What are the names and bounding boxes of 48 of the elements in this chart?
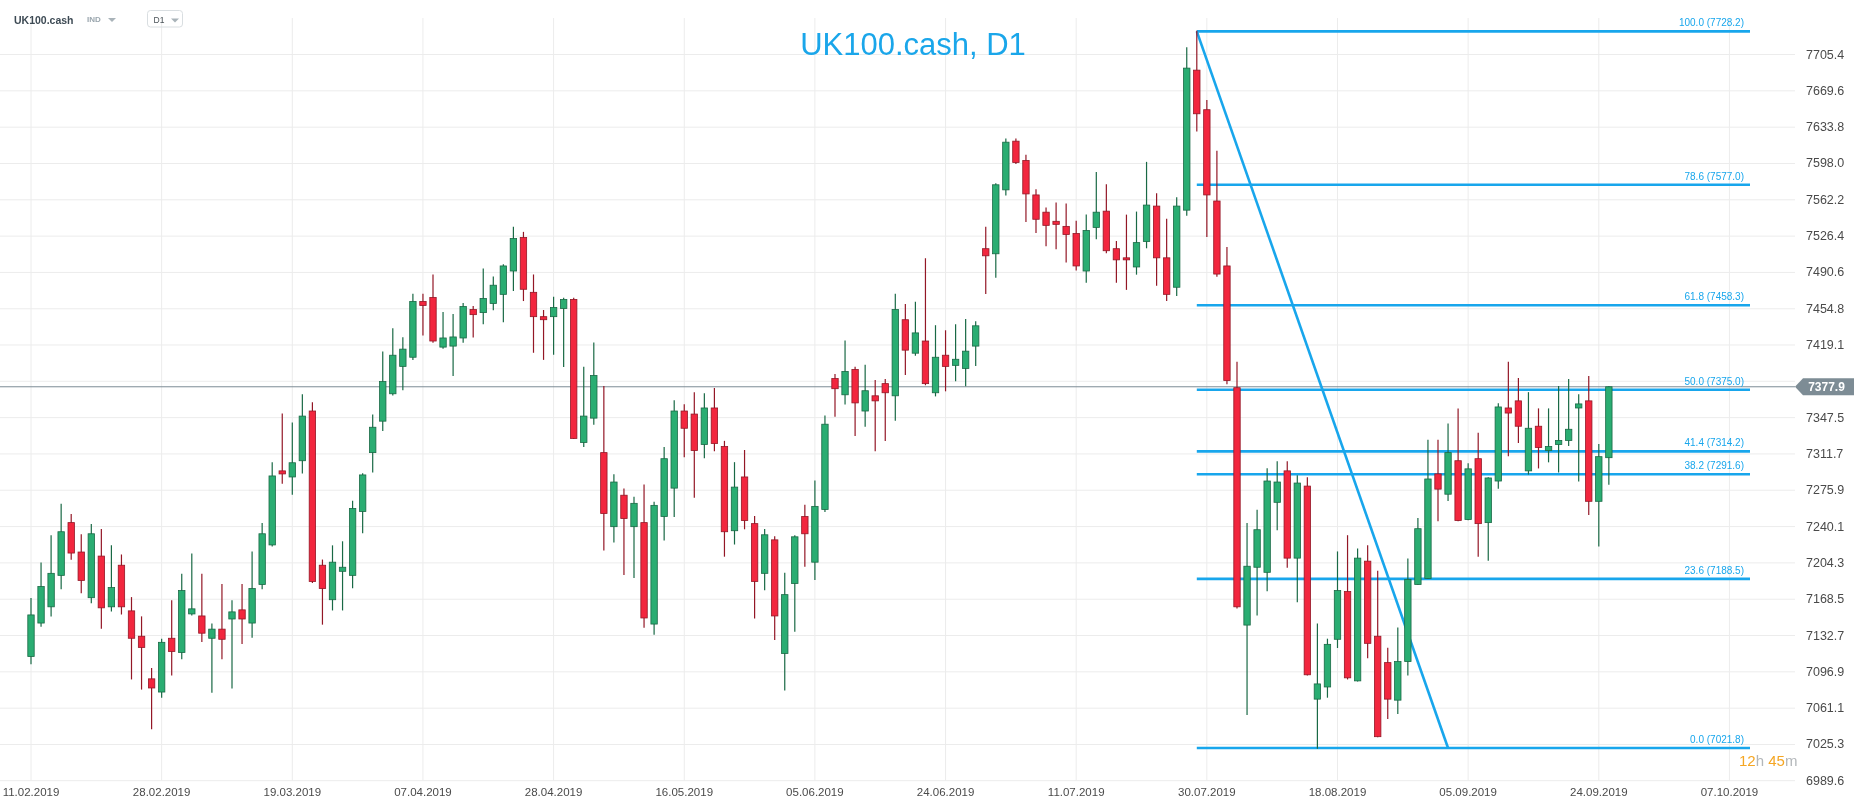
annotation: UK100.cash [14,14,74,26]
y-tick-label: 7347.5 [1806,410,1845,425]
y-tick-label: 6989.6 [1806,773,1845,788]
x-tick-label: 18.08.2019 [1308,786,1367,798]
y-tick-label: 7598.0 [1806,156,1845,171]
y-tick-label: 7669.6 [1806,83,1845,98]
x-tick-label: 19.03.2019 [263,786,322,798]
annotation: D1 [153,14,165,25]
x-tick-label: 05.06.2019 [786,786,844,798]
x-tick-label: 11.07.2019 [1047,786,1105,798]
y-tick-label: 7061.1 [1806,701,1845,716]
ref-line-label: 0.0 (7021.8) [1690,734,1744,746]
ref-line-label: 100.0 (7728.2) [1678,17,1744,29]
ref-line-label: 78.6 (7577.0) [1684,170,1744,182]
y-tick-label: 7526.4 [1806,229,1845,244]
x-tick-label: 07.10.2019 [1700,786,1759,798]
ref-line-label: 7377.9 [1808,379,1846,394]
ref-line-label: 50.0 (7375.0) [1684,375,1744,387]
x-tick-label: 30.07.2019 [1178,786,1236,798]
ref-line-label: 23.6 (7188.5) [1684,564,1744,576]
x-tick-label: 05.09.2019 [1439,786,1497,798]
ref-line-label: 61.8 (7458.3) [1684,291,1744,303]
y-tick-label: 7490.6 [1806,265,1845,280]
y-tick-label: 7096.9 [1806,664,1845,679]
annotation: 12h 45m [1739,752,1798,769]
x-tick-label: 11.02.2019 [2,786,60,798]
x-tick-label: 24.09.2019 [1570,786,1628,798]
ref-line-label: 41.4 (7314.2) [1684,437,1744,449]
y-tick-label: 7454.8 [1806,301,1845,316]
y-tick-label: 7025.3 [1806,737,1845,752]
y-tick-label: 7132.7 [1806,628,1845,643]
y-tick-label: 7168.5 [1806,592,1845,607]
y-tick-label: 7311.7 [1806,446,1844,461]
y-tick-label: 7633.8 [1806,120,1845,135]
annotation: IND [87,15,101,24]
x-tick-label: 07.04.2019 [394,786,452,798]
y-tick-label: 7240.1 [1806,519,1845,534]
x-tick-label: 28.02.2019 [132,786,191,798]
y-tick-label: 7705.4 [1806,47,1845,62]
x-tick-label: 24.06.2019 [916,786,975,798]
chart-title: UK100.cash, D1 [800,27,1026,62]
y-tick-label: 7562.2 [1806,192,1845,207]
x-tick-label: 16.05.2019 [655,786,714,798]
x-tick-label: 28.04.2019 [524,786,583,798]
y-tick-label: 7419.1 [1806,337,1845,352]
ref-line-label: 38.2 (7291.6) [1684,460,1744,472]
y-tick-label: 7204.3 [1806,555,1845,570]
y-tick-label: 7275.9 [1806,483,1845,498]
